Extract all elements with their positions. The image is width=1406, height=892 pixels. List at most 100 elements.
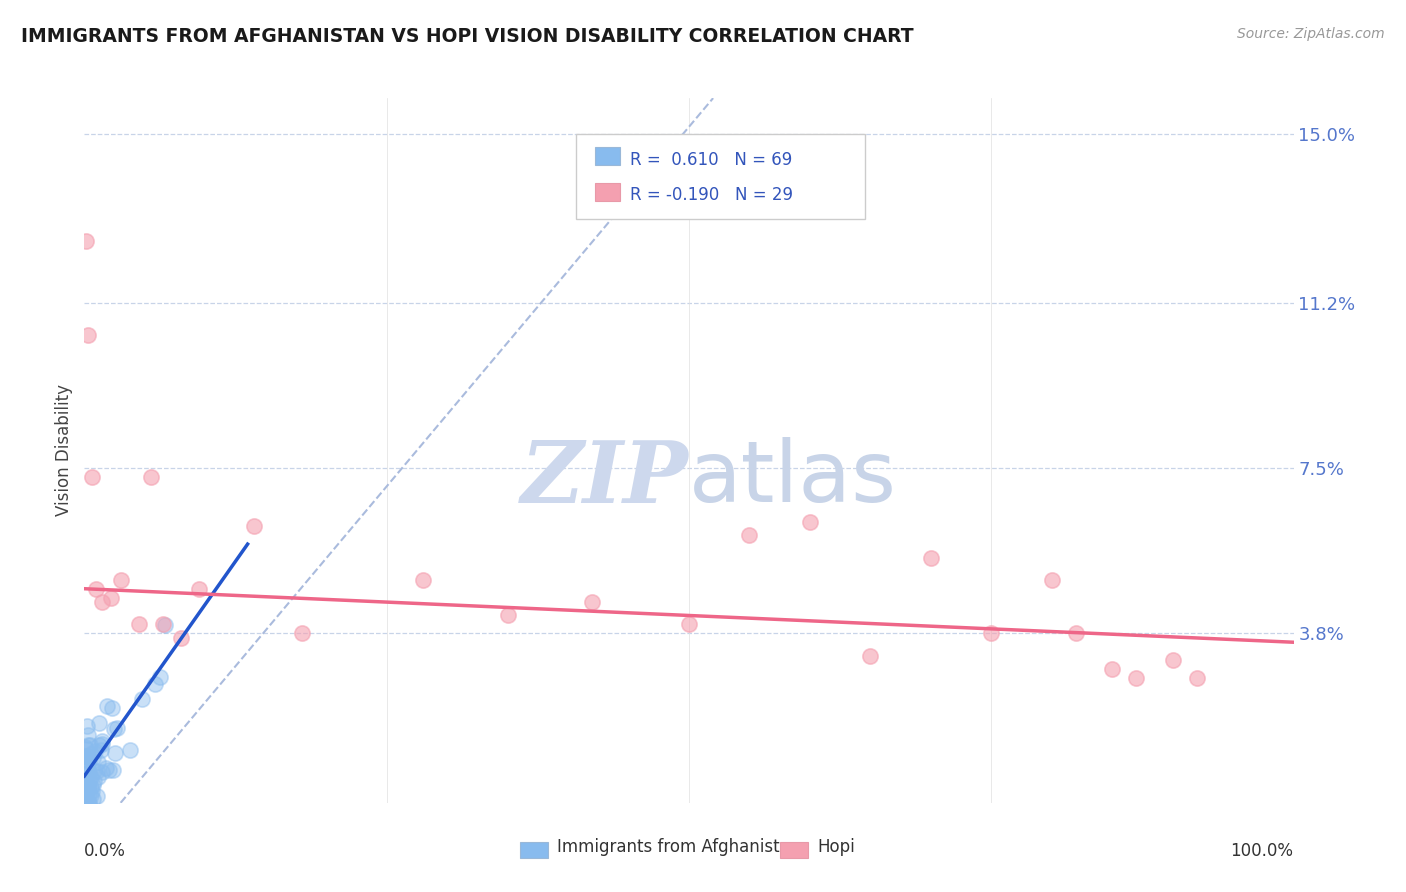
Point <box>1064 626 1087 640</box>
Point <box>86 756 108 770</box>
Point <box>94 761 117 775</box>
Point <box>104 746 127 760</box>
Point <box>105 721 128 735</box>
Point <box>75 742 97 756</box>
Point <box>110 573 132 587</box>
Point <box>77 796 100 810</box>
Point <box>76 780 98 794</box>
Point <box>75 753 97 767</box>
Point <box>73 796 96 810</box>
Point <box>77 738 100 752</box>
Point <box>496 608 519 623</box>
Point <box>77 763 100 777</box>
Point <box>91 595 114 609</box>
Point <box>77 778 100 792</box>
Point <box>412 573 434 587</box>
Text: 100.0%: 100.0% <box>1230 841 1294 860</box>
Point <box>76 796 98 810</box>
Text: 0.0%: 0.0% <box>84 841 127 860</box>
Point <box>1161 653 1184 667</box>
Point <box>799 515 821 529</box>
Point <box>82 791 104 805</box>
Point <box>84 744 107 758</box>
Point <box>87 716 110 731</box>
Text: ZIP: ZIP <box>522 437 689 520</box>
Point <box>101 701 124 715</box>
Point <box>155 617 177 632</box>
Point <box>291 626 314 640</box>
Point <box>77 788 100 802</box>
Point <box>87 738 110 752</box>
Point <box>73 740 96 755</box>
Point <box>1125 671 1147 685</box>
Point <box>86 582 108 596</box>
Text: R = -0.190   N = 29: R = -0.190 N = 29 <box>630 186 793 204</box>
Point <box>91 764 114 779</box>
Point <box>678 617 700 632</box>
Point <box>980 626 1002 640</box>
Point <box>77 755 100 769</box>
Point <box>79 739 101 753</box>
Point <box>75 748 97 763</box>
Text: Immigrants from Afghanistan: Immigrants from Afghanistan <box>557 838 800 856</box>
Point <box>80 770 103 784</box>
Point <box>131 692 153 706</box>
Point <box>77 796 100 810</box>
Point <box>859 648 882 663</box>
Point <box>76 796 98 810</box>
Point <box>77 796 100 810</box>
Point <box>80 780 103 794</box>
Point <box>76 750 98 764</box>
Point <box>128 617 150 632</box>
Text: Hopi: Hopi <box>817 838 855 856</box>
Text: IMMIGRANTS FROM AFGHANISTAN VS HOPI VISION DISABILITY CORRELATION CHART: IMMIGRANTS FROM AFGHANISTAN VS HOPI VISI… <box>21 27 914 45</box>
Point <box>87 770 110 784</box>
Point <box>86 764 108 778</box>
Point <box>1040 573 1063 587</box>
Point <box>91 737 114 751</box>
Point <box>75 234 97 248</box>
Point <box>149 671 172 685</box>
Point <box>82 784 104 798</box>
Point <box>77 728 100 742</box>
Point <box>77 781 100 796</box>
Point <box>90 743 112 757</box>
Text: R =  0.610   N = 69: R = 0.610 N = 69 <box>630 151 792 169</box>
Point <box>76 718 98 732</box>
Point <box>91 734 114 748</box>
Point <box>101 763 124 777</box>
Point <box>97 763 120 777</box>
Point <box>83 774 105 789</box>
Point <box>76 796 98 810</box>
Point <box>73 774 96 789</box>
Point <box>77 750 100 764</box>
Point <box>75 796 97 810</box>
Point <box>73 796 96 810</box>
Point <box>170 631 193 645</box>
Point <box>152 617 174 632</box>
Point <box>79 765 101 780</box>
Point <box>100 591 122 605</box>
Point <box>76 748 98 763</box>
Point <box>581 595 603 609</box>
Point <box>86 789 108 804</box>
Point <box>80 788 103 802</box>
Point <box>738 528 761 542</box>
Point <box>77 327 100 342</box>
Point <box>75 775 97 789</box>
Text: atlas: atlas <box>689 437 897 520</box>
Point <box>80 470 103 484</box>
Point <box>103 722 125 736</box>
Point <box>1101 662 1123 676</box>
Point <box>143 676 166 690</box>
Point <box>82 778 104 792</box>
Point <box>83 764 105 779</box>
Point <box>75 781 97 796</box>
Point <box>77 774 100 789</box>
Point <box>139 470 162 484</box>
Point <box>96 698 118 713</box>
Point <box>188 582 211 596</box>
Text: Source: ZipAtlas.com: Source: ZipAtlas.com <box>1237 27 1385 41</box>
Point <box>118 743 141 757</box>
Point <box>1185 671 1208 685</box>
